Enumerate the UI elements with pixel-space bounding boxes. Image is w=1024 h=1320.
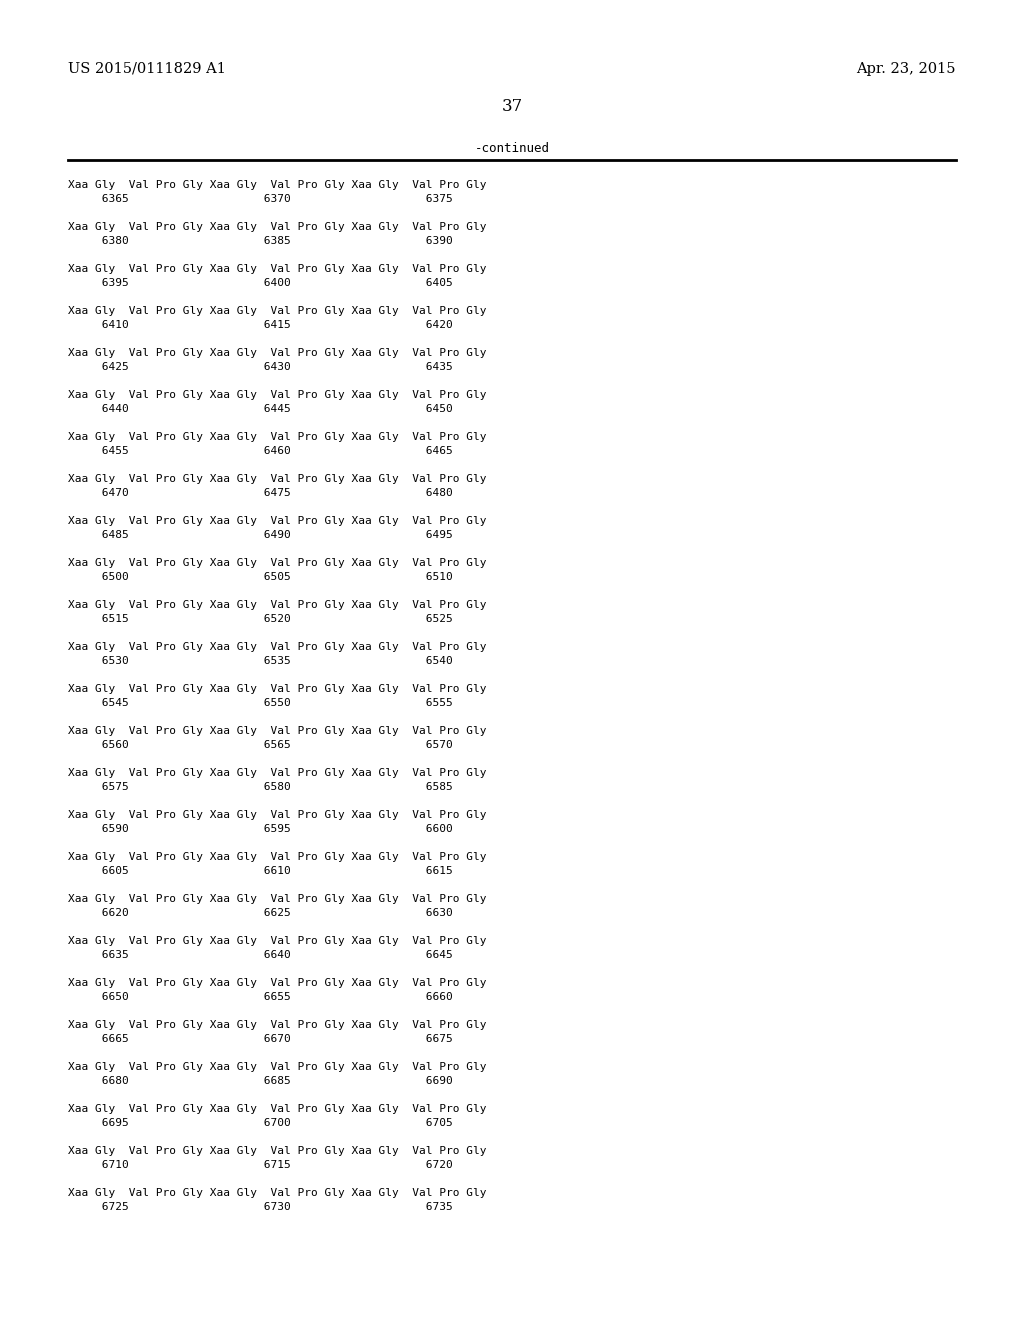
Text: 6710                    6715                    6720: 6710 6715 6720 bbox=[68, 1160, 453, 1170]
Text: Xaa Gly  Val Pro Gly Xaa Gly  Val Pro Gly Xaa Gly  Val Pro Gly: Xaa Gly Val Pro Gly Xaa Gly Val Pro Gly … bbox=[68, 474, 486, 484]
Text: 6725                    6730                    6735: 6725 6730 6735 bbox=[68, 1203, 453, 1212]
Text: Xaa Gly  Val Pro Gly Xaa Gly  Val Pro Gly Xaa Gly  Val Pro Gly: Xaa Gly Val Pro Gly Xaa Gly Val Pro Gly … bbox=[68, 768, 486, 777]
Text: 6560                    6565                    6570: 6560 6565 6570 bbox=[68, 741, 453, 750]
Text: 6605                    6610                    6615: 6605 6610 6615 bbox=[68, 866, 453, 876]
Text: 6515                    6520                    6525: 6515 6520 6525 bbox=[68, 614, 453, 624]
Text: 6455                    6460                    6465: 6455 6460 6465 bbox=[68, 446, 453, 455]
Text: Xaa Gly  Val Pro Gly Xaa Gly  Val Pro Gly Xaa Gly  Val Pro Gly: Xaa Gly Val Pro Gly Xaa Gly Val Pro Gly … bbox=[68, 1020, 486, 1030]
Text: 6530                    6535                    6540: 6530 6535 6540 bbox=[68, 656, 453, 667]
Text: 6575                    6580                    6585: 6575 6580 6585 bbox=[68, 781, 453, 792]
Text: Xaa Gly  Val Pro Gly Xaa Gly  Val Pro Gly Xaa Gly  Val Pro Gly: Xaa Gly Val Pro Gly Xaa Gly Val Pro Gly … bbox=[68, 558, 486, 568]
Text: 6380                    6385                    6390: 6380 6385 6390 bbox=[68, 236, 453, 246]
Text: 6620                    6625                    6630: 6620 6625 6630 bbox=[68, 908, 453, 917]
Text: Xaa Gly  Val Pro Gly Xaa Gly  Val Pro Gly Xaa Gly  Val Pro Gly: Xaa Gly Val Pro Gly Xaa Gly Val Pro Gly … bbox=[68, 264, 486, 275]
Text: 6680                    6685                    6690: 6680 6685 6690 bbox=[68, 1076, 453, 1086]
Text: Xaa Gly  Val Pro Gly Xaa Gly  Val Pro Gly Xaa Gly  Val Pro Gly: Xaa Gly Val Pro Gly Xaa Gly Val Pro Gly … bbox=[68, 389, 486, 400]
Text: 6485                    6490                    6495: 6485 6490 6495 bbox=[68, 531, 453, 540]
Text: Xaa Gly  Val Pro Gly Xaa Gly  Val Pro Gly Xaa Gly  Val Pro Gly: Xaa Gly Val Pro Gly Xaa Gly Val Pro Gly … bbox=[68, 684, 486, 694]
Text: 6365                    6370                    6375: 6365 6370 6375 bbox=[68, 194, 453, 205]
Text: Xaa Gly  Val Pro Gly Xaa Gly  Val Pro Gly Xaa Gly  Val Pro Gly: Xaa Gly Val Pro Gly Xaa Gly Val Pro Gly … bbox=[68, 1104, 486, 1114]
Text: 6395                    6400                    6405: 6395 6400 6405 bbox=[68, 279, 453, 288]
Text: 6545                    6550                    6555: 6545 6550 6555 bbox=[68, 698, 453, 708]
Text: Xaa Gly  Val Pro Gly Xaa Gly  Val Pro Gly Xaa Gly  Val Pro Gly: Xaa Gly Val Pro Gly Xaa Gly Val Pro Gly … bbox=[68, 642, 486, 652]
Text: Xaa Gly  Val Pro Gly Xaa Gly  Val Pro Gly Xaa Gly  Val Pro Gly: Xaa Gly Val Pro Gly Xaa Gly Val Pro Gly … bbox=[68, 936, 486, 946]
Text: Xaa Gly  Val Pro Gly Xaa Gly  Val Pro Gly Xaa Gly  Val Pro Gly: Xaa Gly Val Pro Gly Xaa Gly Val Pro Gly … bbox=[68, 516, 486, 525]
Text: 6470                    6475                    6480: 6470 6475 6480 bbox=[68, 488, 453, 498]
Text: 6440                    6445                    6450: 6440 6445 6450 bbox=[68, 404, 453, 414]
Text: Xaa Gly  Val Pro Gly Xaa Gly  Val Pro Gly Xaa Gly  Val Pro Gly: Xaa Gly Val Pro Gly Xaa Gly Val Pro Gly … bbox=[68, 306, 486, 315]
Text: Xaa Gly  Val Pro Gly Xaa Gly  Val Pro Gly Xaa Gly  Val Pro Gly: Xaa Gly Val Pro Gly Xaa Gly Val Pro Gly … bbox=[68, 978, 486, 987]
Text: 6500                    6505                    6510: 6500 6505 6510 bbox=[68, 572, 453, 582]
Text: -continued: -continued bbox=[474, 143, 550, 154]
Text: 6665                    6670                    6675: 6665 6670 6675 bbox=[68, 1034, 453, 1044]
Text: Xaa Gly  Val Pro Gly Xaa Gly  Val Pro Gly Xaa Gly  Val Pro Gly: Xaa Gly Val Pro Gly Xaa Gly Val Pro Gly … bbox=[68, 894, 486, 904]
Text: 6635                    6640                    6645: 6635 6640 6645 bbox=[68, 950, 453, 960]
Text: Xaa Gly  Val Pro Gly Xaa Gly  Val Pro Gly Xaa Gly  Val Pro Gly: Xaa Gly Val Pro Gly Xaa Gly Val Pro Gly … bbox=[68, 851, 486, 862]
Text: Xaa Gly  Val Pro Gly Xaa Gly  Val Pro Gly Xaa Gly  Val Pro Gly: Xaa Gly Val Pro Gly Xaa Gly Val Pro Gly … bbox=[68, 432, 486, 442]
Text: Xaa Gly  Val Pro Gly Xaa Gly  Val Pro Gly Xaa Gly  Val Pro Gly: Xaa Gly Val Pro Gly Xaa Gly Val Pro Gly … bbox=[68, 1188, 486, 1199]
Text: Xaa Gly  Val Pro Gly Xaa Gly  Val Pro Gly Xaa Gly  Val Pro Gly: Xaa Gly Val Pro Gly Xaa Gly Val Pro Gly … bbox=[68, 726, 486, 737]
Text: Xaa Gly  Val Pro Gly Xaa Gly  Val Pro Gly Xaa Gly  Val Pro Gly: Xaa Gly Val Pro Gly Xaa Gly Val Pro Gly … bbox=[68, 1146, 486, 1156]
Text: 6695                    6700                    6705: 6695 6700 6705 bbox=[68, 1118, 453, 1129]
Text: Xaa Gly  Val Pro Gly Xaa Gly  Val Pro Gly Xaa Gly  Val Pro Gly: Xaa Gly Val Pro Gly Xaa Gly Val Pro Gly … bbox=[68, 348, 486, 358]
Text: Xaa Gly  Val Pro Gly Xaa Gly  Val Pro Gly Xaa Gly  Val Pro Gly: Xaa Gly Val Pro Gly Xaa Gly Val Pro Gly … bbox=[68, 180, 486, 190]
Text: Xaa Gly  Val Pro Gly Xaa Gly  Val Pro Gly Xaa Gly  Val Pro Gly: Xaa Gly Val Pro Gly Xaa Gly Val Pro Gly … bbox=[68, 222, 486, 232]
Text: Xaa Gly  Val Pro Gly Xaa Gly  Val Pro Gly Xaa Gly  Val Pro Gly: Xaa Gly Val Pro Gly Xaa Gly Val Pro Gly … bbox=[68, 601, 486, 610]
Text: Xaa Gly  Val Pro Gly Xaa Gly  Val Pro Gly Xaa Gly  Val Pro Gly: Xaa Gly Val Pro Gly Xaa Gly Val Pro Gly … bbox=[68, 810, 486, 820]
Text: 6650                    6655                    6660: 6650 6655 6660 bbox=[68, 993, 453, 1002]
Text: US 2015/0111829 A1: US 2015/0111829 A1 bbox=[68, 62, 226, 77]
Text: 37: 37 bbox=[502, 98, 522, 115]
Text: 6590                    6595                    6600: 6590 6595 6600 bbox=[68, 824, 453, 834]
Text: 6425                    6430                    6435: 6425 6430 6435 bbox=[68, 362, 453, 372]
Text: 6410                    6415                    6420: 6410 6415 6420 bbox=[68, 319, 453, 330]
Text: Apr. 23, 2015: Apr. 23, 2015 bbox=[856, 62, 956, 77]
Text: Xaa Gly  Val Pro Gly Xaa Gly  Val Pro Gly Xaa Gly  Val Pro Gly: Xaa Gly Val Pro Gly Xaa Gly Val Pro Gly … bbox=[68, 1063, 486, 1072]
